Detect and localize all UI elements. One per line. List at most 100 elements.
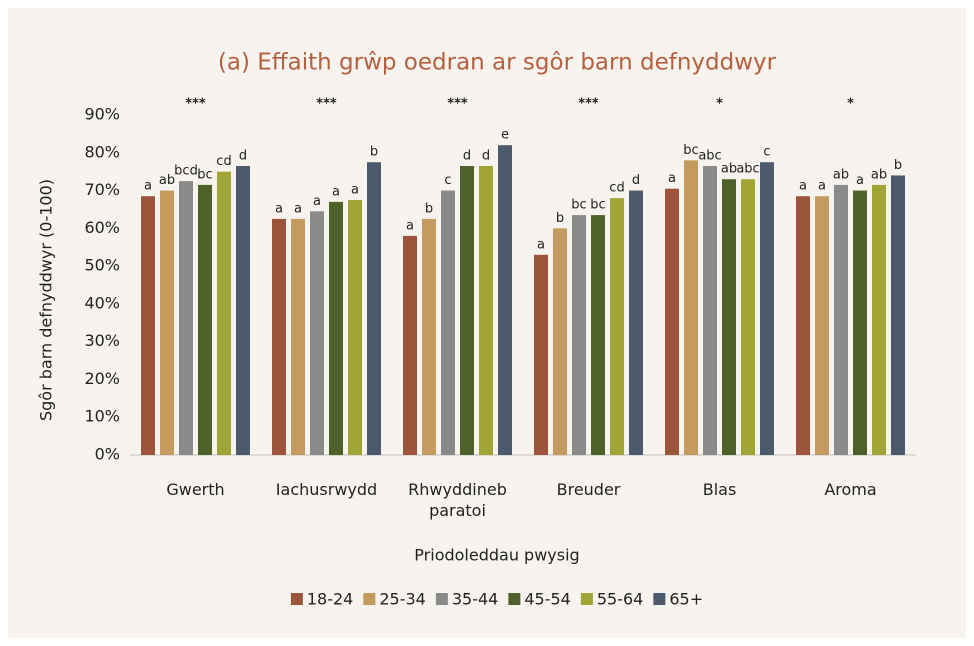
bar	[591, 215, 605, 455]
bar	[722, 179, 736, 455]
bar	[329, 201, 343, 455]
legend: 18-24 25-34 35-44 45-54 55-64 65+	[290, 590, 703, 609]
bar	[441, 190, 455, 456]
data-label: ab	[833, 167, 849, 182]
data-label: a	[275, 201, 283, 216]
bar	[179, 181, 193, 455]
data-label: b	[425, 201, 433, 216]
bar	[684, 160, 698, 456]
bar	[198, 184, 212, 455]
bar	[534, 254, 548, 455]
bar	[460, 166, 474, 455]
significance-label: ***	[578, 97, 599, 112]
data-label: bc	[571, 198, 586, 213]
x-tick-label: Gwerth	[166, 480, 225, 499]
bar	[479, 166, 493, 455]
legend-swatch	[508, 593, 521, 605]
y-tick-label: 50%	[84, 256, 120, 275]
y-tick-label: 80%	[84, 142, 120, 161]
bar	[141, 196, 155, 455]
data-label: cd	[216, 154, 231, 169]
bar	[703, 166, 717, 455]
significance-label: ***	[185, 97, 206, 112]
bar	[834, 184, 848, 455]
data-label: b	[556, 211, 564, 226]
data-label: abc	[736, 162, 759, 177]
data-label: d	[239, 149, 247, 164]
bar	[853, 190, 867, 456]
bar	[403, 235, 417, 455]
legend-label: 65+	[669, 590, 703, 609]
data-label: a	[351, 183, 359, 198]
y-tick-label: 30%	[84, 331, 120, 350]
data-label: cd	[609, 181, 624, 196]
legend-swatch	[363, 593, 376, 605]
data-label: a	[313, 194, 321, 209]
data-label: bc	[590, 198, 605, 213]
x-tick-label: Blas	[702, 480, 737, 499]
data-label: abc	[698, 149, 721, 164]
legend-swatch	[580, 593, 593, 605]
legend-label: 45-54	[524, 590, 571, 609]
data-label: b	[894, 158, 902, 173]
data-label: a	[818, 179, 826, 194]
data-label: bc	[197, 167, 212, 182]
data-label: bcd	[174, 164, 198, 179]
data-label: ab	[159, 173, 175, 188]
data-label: d	[463, 149, 471, 164]
data-label: a	[668, 171, 676, 186]
y-tick-label: 0%	[95, 445, 120, 464]
bar	[272, 218, 286, 455]
x-tick-label: Breuder	[556, 480, 621, 499]
data-label: ab	[721, 162, 737, 177]
bar	[741, 179, 755, 455]
bar	[422, 218, 436, 455]
y-tick-label: 40%	[84, 293, 120, 312]
bar	[610, 198, 624, 455]
data-label: ab	[871, 167, 887, 182]
bar	[217, 171, 231, 455]
significance-label: *	[847, 97, 854, 112]
significance-label: *	[716, 97, 723, 112]
data-label: a	[294, 201, 302, 216]
bar	[160, 190, 174, 456]
data-label: a	[537, 237, 545, 252]
legend-label: 35-44	[452, 590, 499, 609]
significance-label: ***	[316, 97, 337, 112]
data-label: b	[370, 145, 378, 160]
legend-swatch	[435, 593, 448, 605]
data-label: a	[799, 179, 807, 194]
bar	[872, 184, 886, 455]
y-tick-label: 10%	[84, 407, 120, 426]
chart-title: (a) Effaith grŵp oedran ar sgôr barn def…	[218, 50, 777, 76]
data-label: a	[144, 179, 152, 194]
data-label: a	[406, 218, 414, 233]
bar	[553, 228, 567, 455]
data-label: c	[763, 145, 770, 160]
bar	[572, 215, 586, 455]
y-tick-label: 60%	[84, 218, 120, 237]
y-tick-label: 70%	[84, 180, 120, 199]
data-label: e	[501, 128, 509, 143]
bar	[236, 166, 250, 455]
bar	[665, 188, 679, 455]
bar	[629, 190, 643, 456]
data-label: d	[632, 173, 640, 188]
x-tick-label: Iachusrwydd	[275, 480, 378, 499]
bar	[367, 162, 381, 455]
y-tick-label: 90%	[84, 105, 120, 124]
bar	[348, 200, 362, 455]
bar	[760, 162, 774, 455]
bar	[796, 196, 810, 455]
data-label: d	[482, 149, 490, 164]
x-tick-label: Aroma	[824, 480, 877, 499]
legend-label: 18-24	[307, 590, 354, 609]
y-axis-label: Sgôr barn defnyddwyr (0-100)	[37, 179, 56, 421]
bar	[498, 145, 512, 455]
x-axis-label: Priodoleddau pwysig	[414, 546, 579, 565]
data-label: bc	[683, 143, 698, 158]
legend-label: 25-34	[379, 590, 426, 609]
significance-label: ***	[447, 97, 468, 112]
